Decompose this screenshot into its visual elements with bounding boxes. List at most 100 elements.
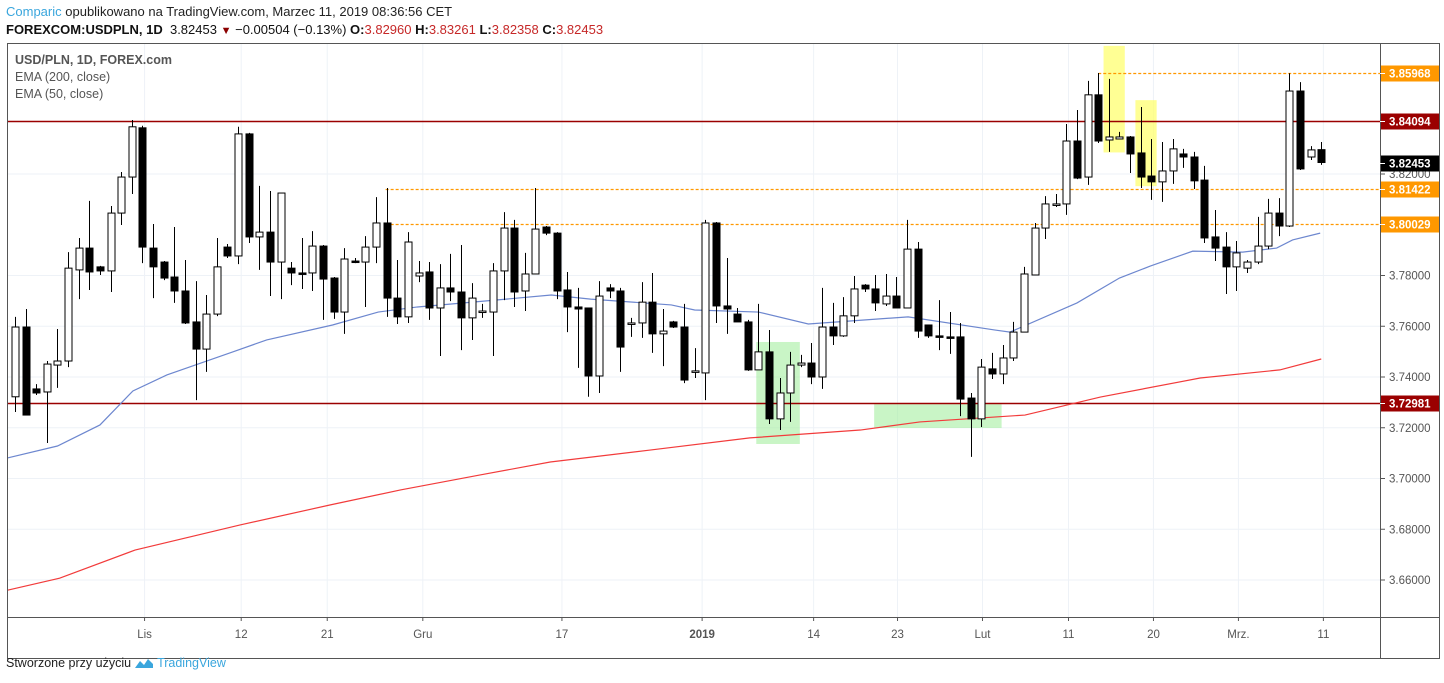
candle-down [138, 125, 147, 264]
x-tick-label: 11 [1063, 629, 1075, 641]
candle-down [616, 287, 625, 372]
candle-body [160, 261, 169, 279]
open-label: O: [350, 22, 365, 37]
candle-up [1020, 266, 1029, 333]
candle-body [691, 370, 700, 373]
candle-body [839, 315, 848, 337]
candle-body [744, 321, 753, 371]
candle-body [489, 270, 498, 313]
candle-up [500, 212, 509, 301]
candle-down [170, 227, 179, 303]
candle-body [32, 388, 41, 394]
candle-up [701, 219, 710, 401]
candle-down [584, 307, 593, 397]
candle-up [839, 297, 848, 337]
candle-down [351, 257, 360, 264]
x-tick-label: 21 [321, 629, 334, 641]
candle-down [1073, 110, 1082, 180]
candle-down [765, 330, 774, 424]
candle-up [1264, 198, 1273, 250]
candle-up [1254, 216, 1263, 265]
candle-down [861, 284, 870, 292]
low-value: 3.82358 [491, 22, 539, 37]
candle-body [988, 368, 997, 375]
legend-ema200[interactable]: EMA (200, close) [15, 70, 111, 84]
candle-down [330, 277, 339, 319]
y-tick-label: 3.70000 [1389, 474, 1431, 486]
candle-down [457, 245, 466, 351]
candle-down [1317, 142, 1326, 165]
candle-up [128, 119, 137, 195]
candle-body [1137, 152, 1146, 178]
candle-body [574, 306, 583, 310]
candle-up [489, 263, 498, 356]
candle-body [457, 291, 466, 319]
candle-down [1200, 165, 1209, 244]
candle-down [542, 226, 551, 236]
candle-down [1147, 138, 1156, 200]
footer-text: Stworzone przy użyciu [6, 656, 132, 670]
candle-up [999, 345, 1008, 385]
candle-body [977, 366, 986, 420]
y-tick-label: 3.66000 [1389, 575, 1431, 587]
candle-up [1115, 131, 1124, 140]
price-label-badge [1381, 216, 1439, 233]
candle-up [234, 126, 243, 265]
candle-body [181, 290, 190, 324]
publisher-link[interactable]: Comparic [6, 4, 62, 19]
published-text: opublikowano na TradingView.com, Marzec … [65, 4, 453, 19]
candle-body [287, 267, 296, 274]
candle-down [807, 342, 816, 385]
price-label-text: 3.85968 [1389, 69, 1431, 81]
price-label-text: 3.82453 [1389, 159, 1431, 171]
candle-up [754, 303, 763, 371]
candle-body [308, 245, 317, 274]
candle-down [223, 244, 232, 258]
candle-body [1158, 170, 1167, 183]
candle-up [1158, 142, 1167, 202]
candle-body [1073, 140, 1082, 179]
candle-body [446, 287, 455, 293]
candle-down [1137, 107, 1146, 188]
candle-body [255, 231, 264, 238]
candle-body [425, 271, 434, 309]
candle-body [754, 351, 763, 371]
candle-up [11, 316, 20, 413]
x-tick-label: Mrz. [1227, 629, 1249, 641]
candle-body [330, 277, 339, 313]
candle-body [202, 313, 211, 350]
legend-title: USD/PLN, 1D, FOREX.com [15, 53, 172, 67]
tradingview-link[interactable]: TradingView [157, 656, 226, 670]
last-price: 3.82453 [169, 22, 217, 37]
ema200-line [7, 358, 1322, 591]
candle-body [521, 273, 530, 292]
candle-body [351, 260, 360, 264]
candle-down [1296, 82, 1305, 170]
candle-body [850, 288, 859, 317]
candle-up [659, 308, 668, 367]
candle-down [32, 384, 41, 396]
candle-body [1094, 94, 1103, 142]
publish-info: Comparic opublikowano na TradingView.com… [6, 4, 452, 19]
x-tick-label: Lis [137, 629, 152, 641]
candle-body [701, 222, 710, 374]
price-label-badge [1381, 113, 1439, 130]
candle-up [43, 361, 52, 443]
candle-body [1254, 245, 1263, 263]
candle-down [383, 187, 392, 317]
x-tick-label: 14 [807, 629, 820, 641]
candle-body [372, 222, 381, 248]
candle-up [213, 237, 222, 317]
y-tick-label: 3.82000 [1389, 169, 1431, 181]
candle-up [1169, 138, 1178, 184]
candle-body [1211, 236, 1220, 249]
candle-body [436, 287, 445, 309]
candle-up [478, 303, 487, 318]
candle-body [627, 322, 636, 325]
candle-body [277, 192, 286, 263]
legend-ema50[interactable]: EMA (50, close) [15, 87, 104, 101]
candle-body [584, 307, 593, 377]
candle-up [53, 329, 62, 388]
x-tick-label: 12 [235, 629, 248, 641]
